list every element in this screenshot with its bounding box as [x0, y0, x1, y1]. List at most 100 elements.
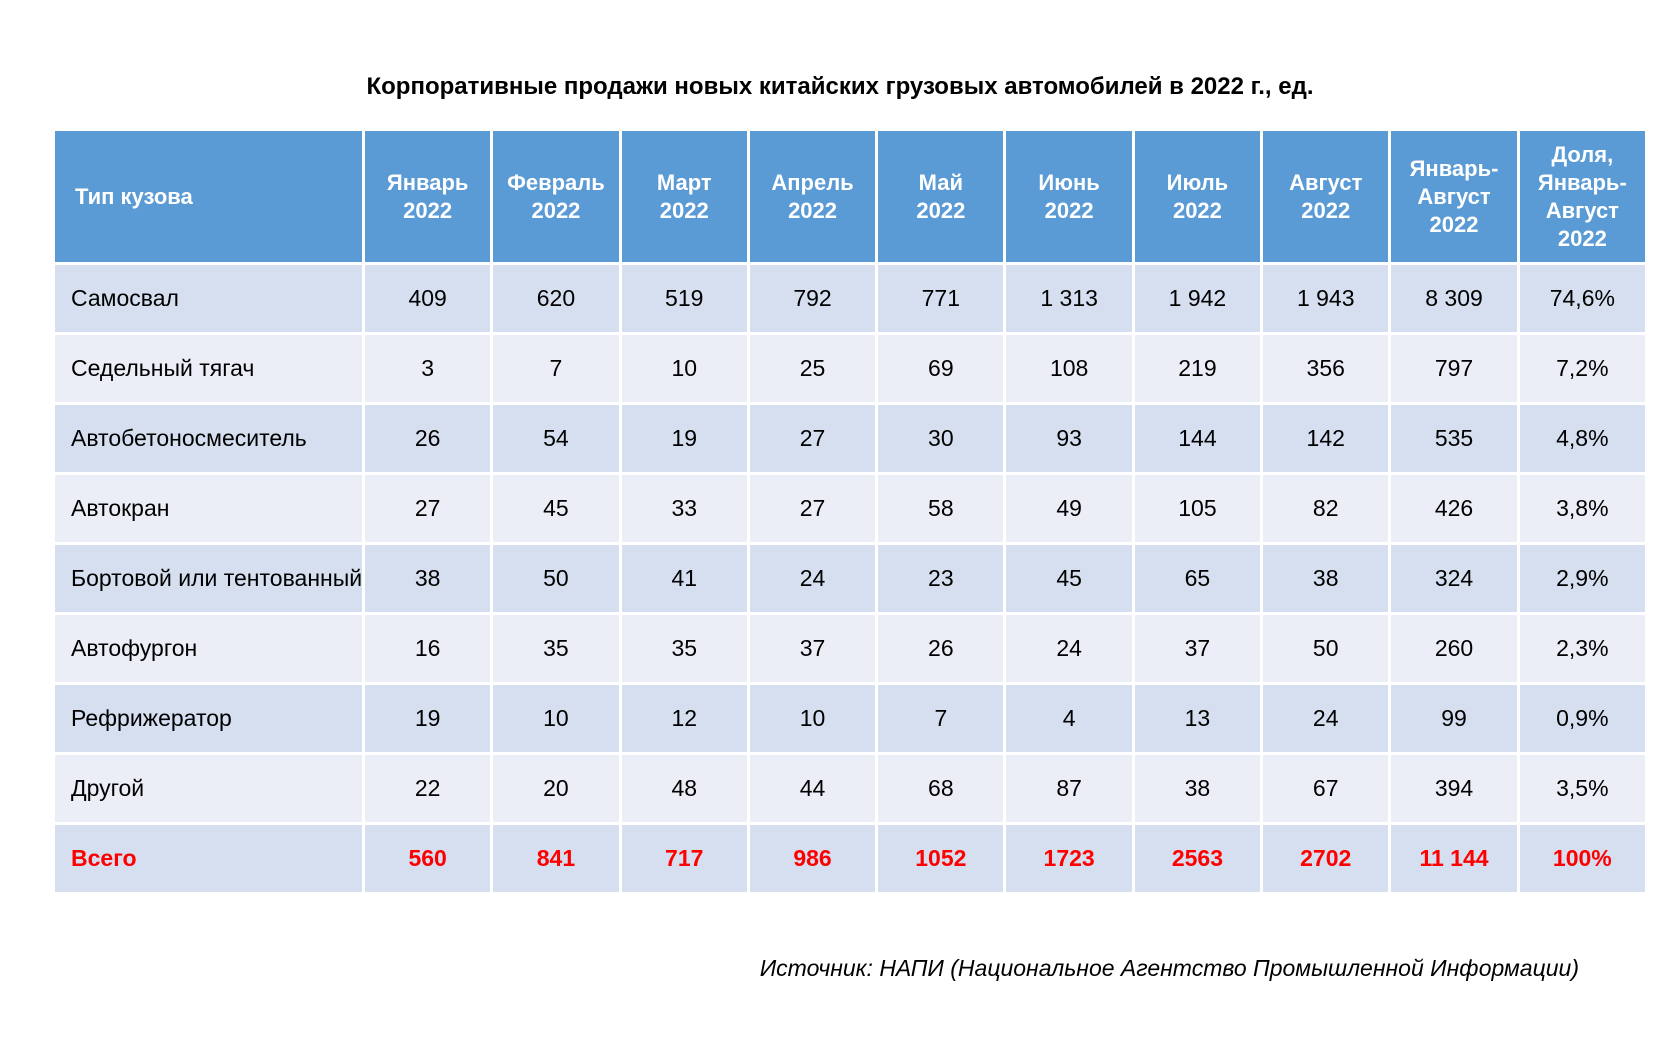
total-cell: 986	[746, 822, 879, 895]
table-cell: 99	[1388, 682, 1520, 755]
header-cell-share: Доля, Январь- Август 2022	[1516, 128, 1649, 265]
table-cell: 4,8%	[1516, 402, 1649, 475]
table-cell: 38	[1131, 752, 1264, 825]
table-cell: 49	[1003, 472, 1135, 545]
table-cell: 41	[618, 542, 750, 615]
table-cell: 67	[1260, 752, 1392, 825]
table-cell: 44	[746, 752, 879, 825]
header-cell-apr: Апрель 2022	[746, 128, 879, 265]
table-cell: 10	[618, 332, 750, 405]
table-cell: 409	[361, 262, 494, 335]
total-cell: 2702	[1260, 822, 1392, 895]
table-cell: 771	[875, 262, 1007, 335]
table-cell: 519	[618, 262, 750, 335]
row-label: Другой	[52, 752, 365, 825]
table-cell: 19	[361, 682, 494, 755]
table-row: Рефрижератор 19 10 12 10 7 4 13 24 99 0,…	[52, 682, 1649, 755]
table-cell: 108	[1003, 332, 1135, 405]
table-cell: 25	[746, 332, 879, 405]
table-cell: 356	[1260, 332, 1392, 405]
total-cell: 560	[361, 822, 494, 895]
table-row: Бортовой или тентованный 38 50 41 24 23 …	[52, 542, 1649, 615]
table-row: Автокран 27 45 33 27 58 49 105 82 426 3,…	[52, 472, 1649, 545]
row-label: Автобетоносмеситель	[52, 402, 365, 475]
table-cell: 30	[875, 402, 1007, 475]
table-cell: 93	[1003, 402, 1135, 475]
table-cell: 24	[1003, 612, 1135, 685]
table-cell: 68	[875, 752, 1007, 825]
table-cell: 7	[875, 682, 1007, 755]
header-cell-jan: Январь 2022	[361, 128, 494, 265]
table-cell: 12	[618, 682, 750, 755]
header-cell-aug: Август 2022	[1260, 128, 1392, 265]
table-cell: 69	[875, 332, 1007, 405]
table-cell: 797	[1388, 332, 1520, 405]
table-cell: 50	[1260, 612, 1392, 685]
total-cell: 2563	[1131, 822, 1264, 895]
total-cell: 1723	[1003, 822, 1135, 895]
table-cell: 792	[746, 262, 879, 335]
table-cell: 3,8%	[1516, 472, 1649, 545]
table-cell: 20	[490, 752, 622, 825]
table-cell: 4	[1003, 682, 1135, 755]
header-row: Тип кузова Январь 2022 Февраль 2022 Март 20…	[52, 128, 1649, 265]
table-cell: 13	[1131, 682, 1264, 755]
table-row: Другой 22 20 48 44 68 87 38 67 394 3,5%	[52, 752, 1649, 825]
table-cell: 37	[1131, 612, 1264, 685]
table-cell: 1 313	[1003, 262, 1135, 335]
table-cell: 3,5%	[1516, 752, 1649, 825]
row-label: Самосвал	[52, 262, 365, 335]
table-cell: 27	[361, 472, 494, 545]
table-cell: 23	[875, 542, 1007, 615]
table-cell: 27	[746, 472, 879, 545]
table-cell: 1 942	[1131, 262, 1264, 335]
table-row: Самосвал 409 620 519 792 771 1 313 1 942…	[52, 262, 1649, 335]
table-cell: 7	[490, 332, 622, 405]
table-cell: 24	[746, 542, 879, 615]
table-cell: 2,3%	[1516, 612, 1649, 685]
table-cell: 65	[1131, 542, 1264, 615]
table-body: Самосвал 409 620 519 792 771 1 313 1 942…	[52, 262, 1649, 895]
table-cell: 260	[1388, 612, 1520, 685]
table-cell: 0,9%	[1516, 682, 1649, 755]
source-note: Источник: НАПИ (Национальное Агентство П…	[759, 955, 1579, 981]
table-cell: 144	[1131, 402, 1264, 475]
table-title: Корпоративные продажи новых китайских гр…	[366, 73, 1314, 100]
row-label: Рефрижератор	[52, 682, 365, 755]
table-cell: 535	[1388, 402, 1520, 475]
table-cell: 82	[1260, 472, 1392, 545]
table-cell: 10	[746, 682, 879, 755]
header-cell-mar: Март 2022	[618, 128, 750, 265]
table-cell: 37	[746, 612, 879, 685]
table-cell: 58	[875, 472, 1007, 545]
table-cell: 26	[875, 612, 1007, 685]
table-cell: 426	[1388, 472, 1520, 545]
table-cell: 7,2%	[1516, 332, 1649, 405]
table-cell: 394	[1388, 752, 1520, 825]
table-cell: 105	[1131, 472, 1264, 545]
table-cell: 142	[1260, 402, 1392, 475]
table-cell: 45	[490, 472, 622, 545]
table-cell: 26	[361, 402, 494, 475]
table-cell: 38	[361, 542, 494, 615]
table-cell: 324	[1388, 542, 1520, 615]
table-cell: 19	[618, 402, 750, 475]
sales-table: Тип кузова Январь 2022 Февраль 2022 Март 20…	[52, 128, 1649, 895]
header-cell-jul: Июль 2022	[1131, 128, 1264, 265]
table-cell: 33	[618, 472, 750, 545]
table-row: Автобетоносмеситель 26 54 19 27 30 93 14…	[52, 402, 1649, 475]
table-cell: 16	[361, 612, 494, 685]
row-label: Автокран	[52, 472, 365, 545]
row-label: Бортовой или тентованный	[52, 542, 365, 615]
table-cell: 87	[1003, 752, 1135, 825]
table-cell: 50	[490, 542, 622, 615]
table-cell: 74,6%	[1516, 262, 1649, 335]
table-cell: 8 309	[1388, 262, 1520, 335]
table-cell: 35	[618, 612, 750, 685]
total-cell: 1052	[875, 822, 1007, 895]
total-cell: 11 144	[1388, 822, 1520, 895]
table-header: Тип кузова Январь 2022 Февраль 2022 Март 20…	[52, 128, 1649, 265]
table-row: Автофургон 16 35 35 37 26 24 37 50 260 2…	[52, 612, 1649, 685]
table-cell: 54	[490, 402, 622, 475]
row-label: Седельный тягач	[52, 332, 365, 405]
